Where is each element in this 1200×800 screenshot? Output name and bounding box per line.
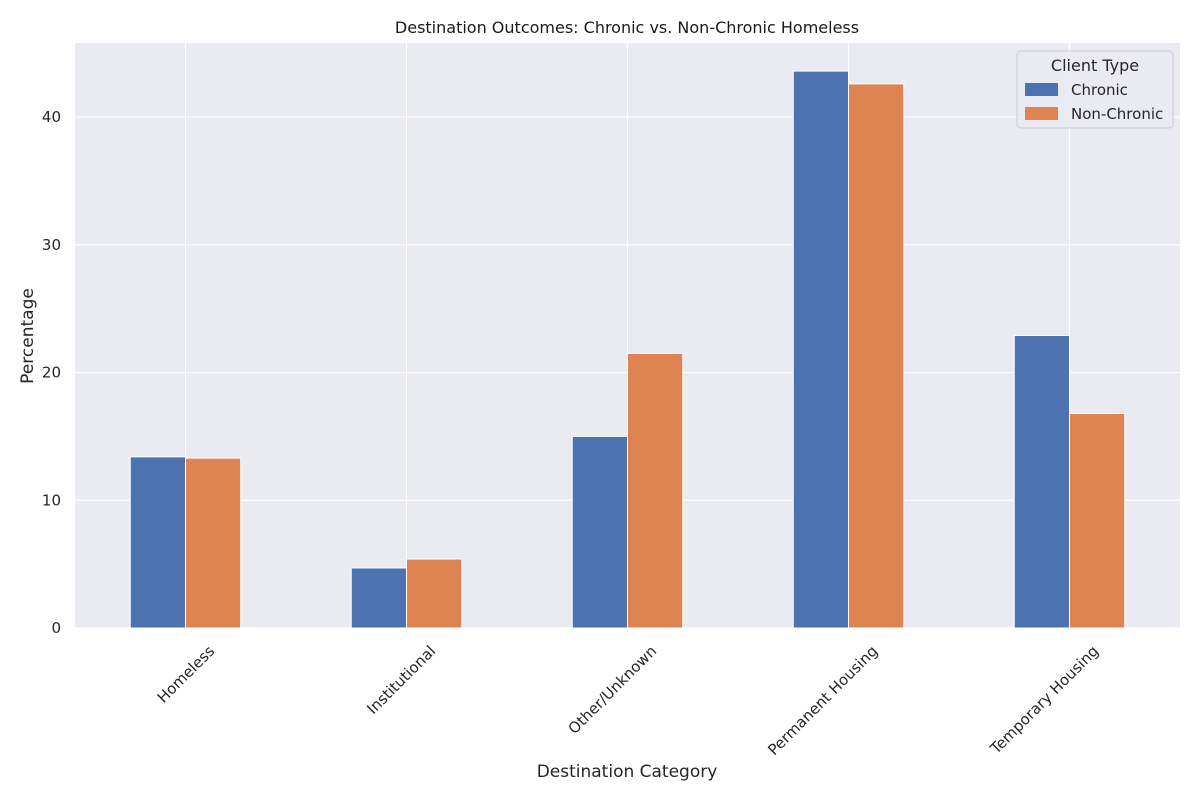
legend: Client Type Chronic Non-Chronic <box>1016 50 1174 129</box>
bar-chronic-permanent-housing <box>792 70 849 629</box>
y-tick-label: 40 <box>42 108 61 126</box>
bar-chronic-homeless <box>129 456 186 629</box>
chart-title: Destination Outcomes: Chronic vs. Non-Ch… <box>395 18 859 37</box>
x-tick-label: Temporary Housing <box>986 642 1102 758</box>
x-tick-label: Permanent Housing <box>764 642 881 759</box>
x-tick-label: Institutional <box>363 642 439 718</box>
bar-chronic-other-unknown <box>571 435 628 629</box>
bars <box>129 70 1126 629</box>
legend-swatch-chronic <box>1025 83 1058 96</box>
bar-non-chronic-other-unknown <box>627 352 684 629</box>
bar-non-chronic-institutional <box>406 558 463 629</box>
y-tick-label: 20 <box>42 364 61 382</box>
bar-chronic-institutional <box>350 567 407 629</box>
x-tick-label: Homeless <box>154 642 219 707</box>
x-tick-label: Other/Unknown <box>565 642 661 738</box>
legend-label-non-chronic: Non-Chronic <box>1071 105 1163 123</box>
x-axis-label: Destination Category <box>537 762 718 782</box>
legend-swatch-non-chronic <box>1025 107 1058 120</box>
y-tick-label: 30 <box>42 236 61 254</box>
y-axis-label: Percentage <box>18 288 38 384</box>
bar-non-chronic-temporary-housing <box>1069 412 1126 629</box>
bar-non-chronic-permanent-housing <box>848 83 905 629</box>
bar-non-chronic-homeless <box>185 457 242 629</box>
bar-chronic-temporary-housing <box>1013 335 1070 629</box>
legend-title: Client Type <box>1051 56 1139 75</box>
x-axis-ticks: Homeless Institutional Other/Unknown Perman… <box>154 642 1103 759</box>
legend-label-chronic: Chronic <box>1071 81 1128 99</box>
y-axis-ticks: 0 10 20 30 40 <box>42 108 61 637</box>
y-tick-label: 10 <box>42 491 61 509</box>
y-tick-label: 0 <box>51 619 61 637</box>
